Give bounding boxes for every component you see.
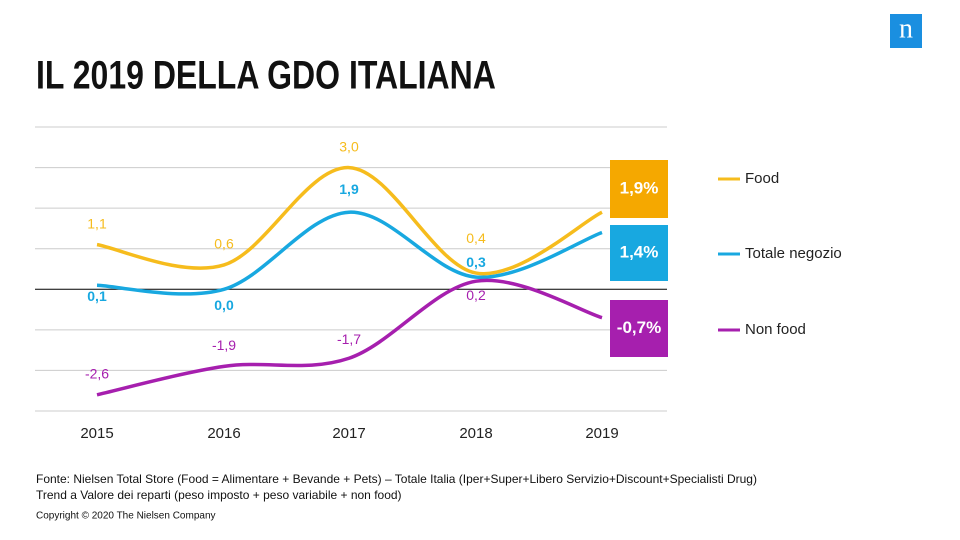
copyright: Copyright © 2020 The Nielsen Company [36, 511, 216, 522]
legend-label: Totale negozio [745, 245, 842, 262]
value-box [610, 160, 668, 218]
logo: n [899, 13, 913, 44]
series-line [96, 278, 603, 397]
x-tick-label: 2016 [207, 425, 240, 442]
legend-label: Food [745, 170, 779, 187]
value-label: -2,6 [85, 365, 109, 381]
value-label: 1,4% [620, 242, 659, 261]
value-label: 0,4 [466, 230, 486, 246]
logo-box [890, 14, 922, 48]
source-note: Trend a Valore dei reparti (peso imposto… [36, 488, 402, 502]
source-note: Fonte: Nielsen Total Store (Food = Alime… [36, 472, 757, 486]
value-label: 1,9% [620, 178, 659, 197]
series-line [96, 210, 603, 296]
value-box [610, 225, 668, 281]
series-line [96, 165, 603, 276]
value-label: 0,6 [214, 236, 234, 252]
value-label: -1,7 [337, 331, 361, 347]
value-label: -1,9 [212, 337, 236, 353]
x-tick-label: 2015 [80, 425, 113, 442]
value-label: 0,0 [214, 297, 234, 313]
value-label: 0,3 [466, 254, 486, 270]
x-tick-label: 2017 [332, 425, 365, 442]
value-label: 1,1 [87, 215, 107, 231]
value-box [610, 300, 668, 357]
value-label: 3,0 [339, 138, 359, 154]
value-label: 0,2 [466, 287, 486, 303]
value-label: 1,9 [339, 181, 359, 197]
x-tick-label: 2019 [585, 425, 618, 442]
legend-label: Non food [745, 321, 806, 338]
x-tick-label: 2018 [459, 425, 492, 442]
value-label: 0,1 [87, 288, 107, 304]
value-label: -0,7% [617, 318, 661, 337]
chart-title: IL 2019 DELLA GDO ITALIANA [36, 52, 496, 97]
